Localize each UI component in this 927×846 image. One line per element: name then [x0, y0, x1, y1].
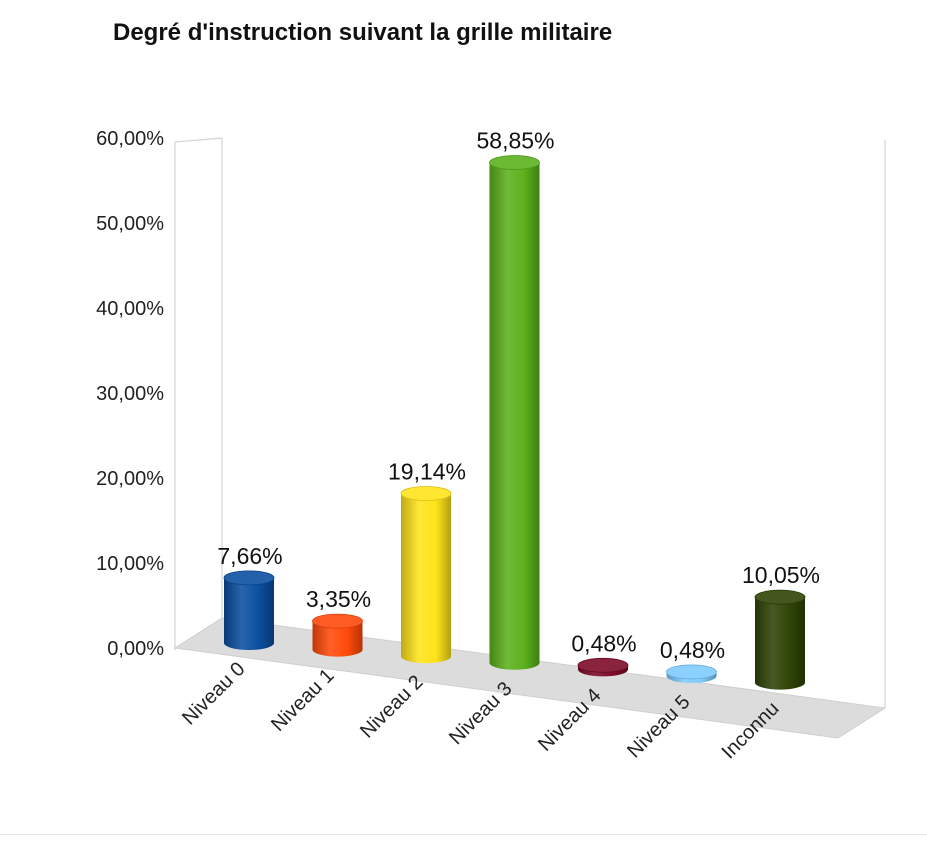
- data-label: 3,35%: [306, 586, 371, 612]
- x-tick-label: Niveau 0: [178, 658, 249, 729]
- bar-niveau-3: [489, 155, 540, 670]
- bar-top: [489, 155, 540, 170]
- bar-top: [312, 613, 363, 629]
- data-label: 0,48%: [660, 637, 725, 663]
- bar-top: [223, 570, 275, 586]
- y-tick-label: 0,00%: [107, 638, 164, 660]
- bar-body: [400, 493, 451, 664]
- y-tick-label: 30,00%: [96, 383, 164, 405]
- bar-body: [489, 162, 540, 670]
- bar-body: [755, 597, 805, 690]
- bar-niveau-5: [666, 664, 717, 684]
- data-label: 7,66%: [217, 543, 282, 569]
- chart-title: Degré d'instruction suivant la grille mi…: [113, 19, 612, 46]
- bars: [223, 155, 806, 690]
- y-tick-label: 10,00%: [96, 553, 164, 575]
- bar-inconnu: [754, 589, 806, 690]
- data-label: 58,85%: [476, 128, 554, 154]
- data-labels: 7,66% 3,35% 19,14% 58,85% 0,48% 0,48% 10,05%: [217, 128, 820, 663]
- data-label: 19,14%: [388, 459, 466, 485]
- x-tick-label: Niveau 1: [267, 665, 338, 736]
- bar-top: [400, 486, 452, 501]
- bar-niveau-2: [400, 486, 452, 664]
- bar-top: [577, 657, 629, 673]
- bar-niveau-4: [577, 657, 629, 677]
- x-tick-label: Niveau 2: [356, 671, 427, 742]
- y-axis-ticks: 0,00% 10,00% 20,00% 30,00% 40,00% 50,00% 60,00…: [96, 128, 164, 660]
- data-label: 0,48%: [571, 630, 636, 656]
- bar-top: [754, 589, 806, 605]
- bottom-divider: [0, 834, 927, 835]
- bar-niveau-0: [223, 570, 275, 650]
- bar-niveau-1: [312, 613, 363, 657]
- y-tick-label: 60,00%: [96, 128, 164, 150]
- y-tick-label: 40,00%: [96, 298, 164, 320]
- bar-body: [224, 577, 274, 650]
- y-tick-label: 20,00%: [96, 468, 164, 490]
- y-tick-label: 50,00%: [96, 213, 164, 235]
- bar-top: [666, 664, 717, 680]
- bar-body: [312, 621, 363, 657]
- left-wall: [174, 137, 223, 650]
- data-label: 10,05%: [742, 562, 820, 588]
